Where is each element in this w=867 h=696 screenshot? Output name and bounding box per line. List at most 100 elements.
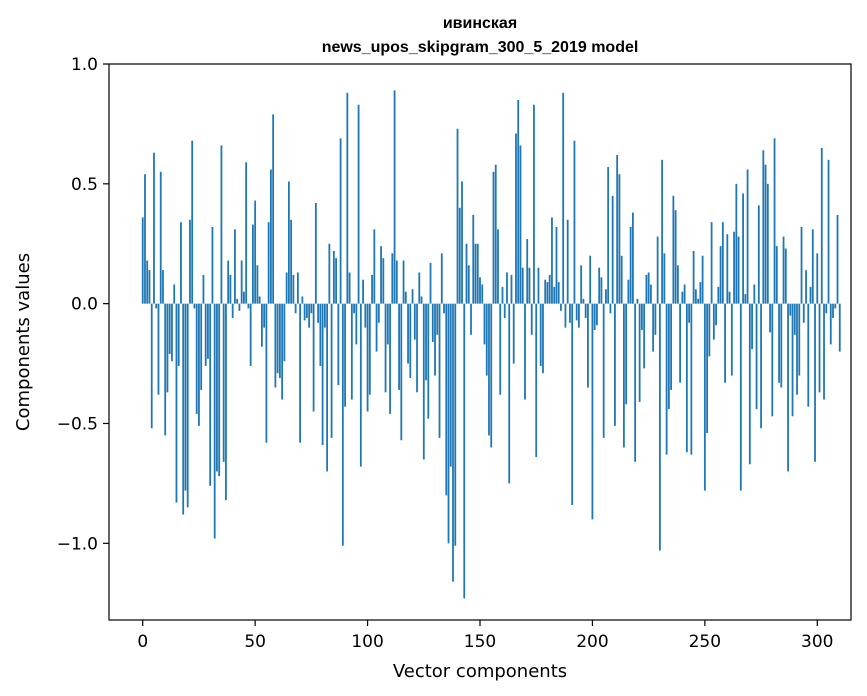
bar-233	[665, 303, 668, 455]
bar-33	[216, 303, 218, 472]
bar-58	[272, 114, 275, 304]
bar-111	[391, 253, 394, 304]
bar-35	[220, 145, 223, 304]
bar-307	[832, 303, 834, 319]
bar-52	[258, 296, 261, 304]
bar-211	[616, 155, 619, 304]
bar-26	[200, 303, 203, 390]
bar-60	[276, 303, 279, 374]
bar-92	[348, 272, 351, 304]
bar-125	[422, 303, 425, 460]
bar-214	[623, 303, 625, 448]
bar-294	[802, 303, 805, 323]
bar-70	[299, 303, 302, 443]
bar-254	[712, 303, 715, 340]
bar-277	[764, 164, 767, 304]
bar-122	[416, 303, 418, 393]
x-tick-label-50: 50	[244, 632, 266, 652]
bar-135	[445, 303, 448, 496]
bar-143	[463, 303, 466, 599]
bar-224	[645, 274, 648, 304]
bar-171	[526, 238, 529, 304]
bar-160	[501, 286, 504, 304]
bar-174	[533, 104, 535, 304]
bar-278	[766, 183, 769, 304]
bar-303	[823, 303, 825, 400]
bar-267	[742, 193, 744, 304]
bar-87	[337, 303, 340, 386]
bar-259	[724, 303, 726, 383]
y-tick-label-4: 1.0	[71, 55, 98, 75]
bar-261	[728, 291, 731, 304]
bar-291	[796, 303, 798, 395]
bar-162	[506, 272, 508, 304]
bar-304	[825, 303, 828, 314]
bar-235	[670, 303, 673, 390]
bar-103	[373, 229, 376, 304]
bar-231	[661, 159, 664, 304]
bar-86	[335, 258, 337, 304]
bar-64	[285, 272, 288, 304]
bar-95	[355, 303, 358, 345]
bar-18	[182, 303, 185, 515]
bar-27	[202, 274, 205, 304]
bar-85	[332, 250, 335, 304]
bar-245	[692, 250, 695, 304]
bar-250	[703, 303, 706, 491]
bar-113	[395, 260, 398, 304]
bar-203	[598, 267, 601, 304]
bar-241	[683, 284, 686, 304]
bar-4	[150, 303, 153, 429]
bar-90	[344, 303, 346, 407]
bar-208	[609, 303, 612, 314]
bar-76	[312, 303, 315, 412]
bar-196	[582, 298, 585, 304]
y-axis: −1.0 −0.5 0.0 0.5 1.0	[57, 55, 109, 554]
bar-275	[760, 303, 762, 429]
bar-48	[249, 303, 252, 366]
bar-197	[584, 303, 587, 319]
bar-45	[243, 291, 245, 304]
bar-3	[148, 270, 151, 304]
bar-11	[166, 303, 169, 393]
bar-271	[751, 303, 753, 350]
bar-134	[443, 303, 445, 314]
bar-53	[261, 303, 263, 347]
bar-65	[287, 181, 290, 304]
bar-44	[240, 260, 243, 304]
bar-258	[721, 222, 724, 304]
bar-20	[186, 303, 189, 508]
bar-24	[195, 303, 198, 414]
bar-19	[184, 303, 187, 491]
bar-168	[519, 145, 522, 304]
bar-310	[838, 303, 841, 352]
bar-63	[283, 303, 286, 362]
bar-119	[409, 303, 412, 378]
bar-209	[611, 195, 614, 304]
bar-301	[818, 303, 821, 393]
bar-302	[820, 147, 823, 304]
bar-84	[330, 303, 333, 438]
bar-194	[578, 303, 580, 328]
bar-38	[227, 260, 230, 304]
bar-204	[600, 277, 603, 304]
bar-67	[292, 274, 295, 304]
bar-189	[566, 219, 569, 304]
bar-101	[368, 303, 371, 395]
bar-2	[146, 260, 149, 304]
bar-186	[560, 303, 562, 311]
bar-269	[746, 169, 749, 304]
bar-74	[308, 303, 311, 328]
bar-280	[771, 303, 774, 417]
bar-78	[317, 303, 320, 323]
bar-25	[198, 303, 200, 426]
bar-157	[494, 164, 497, 304]
bar-175	[535, 303, 538, 458]
bar-36	[222, 303, 225, 462]
bar-149	[476, 243, 479, 304]
bar-68	[294, 303, 297, 314]
bar-8	[159, 171, 162, 304]
bar-93	[350, 303, 353, 400]
bar-126	[425, 303, 427, 381]
bar-228	[654, 303, 657, 335]
